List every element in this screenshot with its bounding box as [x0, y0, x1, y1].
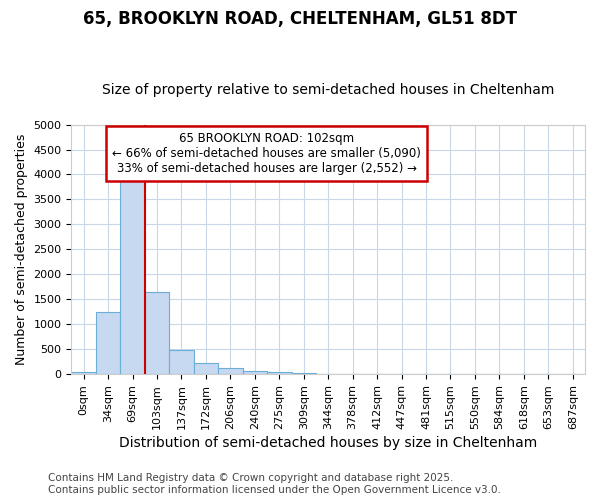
Bar: [71, 372, 96, 374]
Bar: [218, 368, 242, 374]
Bar: [145, 292, 169, 374]
Text: Contains HM Land Registry data © Crown copyright and database right 2025.
Contai: Contains HM Land Registry data © Crown c…: [48, 474, 501, 495]
Y-axis label: Number of semi-detached properties: Number of semi-detached properties: [15, 134, 28, 365]
Text: 65 BROOKLYN ROAD: 102sqm
← 66% of semi-detached houses are smaller (5,090)
33% o: 65 BROOKLYN ROAD: 102sqm ← 66% of semi-d…: [112, 132, 421, 175]
X-axis label: Distribution of semi-detached houses by size in Cheltenham: Distribution of semi-detached houses by …: [119, 436, 538, 450]
Title: Size of property relative to semi-detached houses in Cheltenham: Size of property relative to semi-detach…: [102, 83, 554, 97]
Bar: [96, 312, 121, 374]
Text: 65, BROOKLYN ROAD, CHELTENHAM, GL51 8DT: 65, BROOKLYN ROAD, CHELTENHAM, GL51 8DT: [83, 10, 517, 28]
Bar: [267, 372, 292, 374]
Bar: [121, 172, 145, 374]
Bar: [169, 350, 194, 374]
Bar: [242, 370, 267, 374]
Bar: [194, 363, 218, 374]
